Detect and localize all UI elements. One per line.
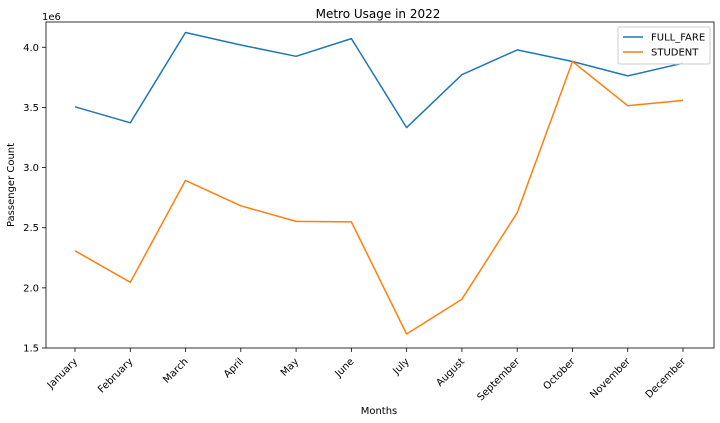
chart-title: Metro Usage in 2022 [316,7,441,21]
x-tick-label: April [222,356,246,380]
x-tick-label: July [391,356,412,377]
x-tick-label: August [435,356,468,389]
x-tick-label: February [96,356,135,395]
x-tick-label: May [279,356,301,378]
series-layer [74,31,684,335]
x-tick-label: November [588,356,633,401]
x-tick-label: January [45,356,80,391]
y-offset-label: 1e6 [42,12,61,23]
y-tick-label: 4.0 [23,43,39,54]
x-tick-label: October [541,356,578,393]
x-tick-label: March [161,356,190,385]
legend-label: STUDENT [651,48,699,59]
y-tick-label: 2.5 [23,223,39,234]
y-axis: 1.5 2.0 2.5 3.0 3.5 4.0 [23,43,46,355]
plot-frame [45,21,715,349]
y-tick-label: 2.0 [23,283,39,294]
x-axis-title: Months [361,406,398,417]
x-tick-label: June [333,356,357,380]
series-line-full-fare [74,31,684,129]
y-axis-title: Passenger Count [6,143,17,227]
y-tick-label: 3.5 [23,103,39,114]
x-tick-label: September [475,356,522,403]
y-tick-label: 3.0 [23,163,39,174]
x-tick-label: December [644,356,689,401]
series-line-student [74,60,684,335]
legend: FULL_FARE STUDENT [617,26,711,65]
y-tick-label: 1.5 [23,344,39,355]
x-axis: January February March April May June July Augu… [45,348,689,403]
legend-label: FULL_FARE [651,33,705,44]
